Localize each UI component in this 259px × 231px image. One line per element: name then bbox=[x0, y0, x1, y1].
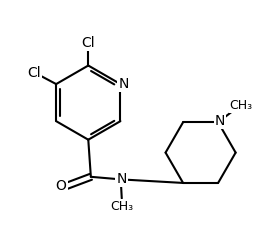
Text: N: N bbox=[117, 172, 127, 186]
Text: Cl: Cl bbox=[82, 36, 95, 50]
Text: N: N bbox=[215, 114, 225, 128]
Text: CH₃: CH₃ bbox=[230, 99, 253, 112]
Text: N: N bbox=[118, 77, 129, 91]
Text: O: O bbox=[55, 179, 66, 193]
Text: Cl: Cl bbox=[28, 66, 41, 80]
Text: CH₃: CH₃ bbox=[110, 200, 133, 213]
